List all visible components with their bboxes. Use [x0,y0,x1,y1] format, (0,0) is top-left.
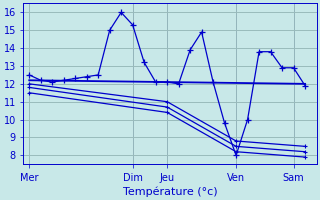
X-axis label: Température (°c): Température (°c) [123,186,217,197]
